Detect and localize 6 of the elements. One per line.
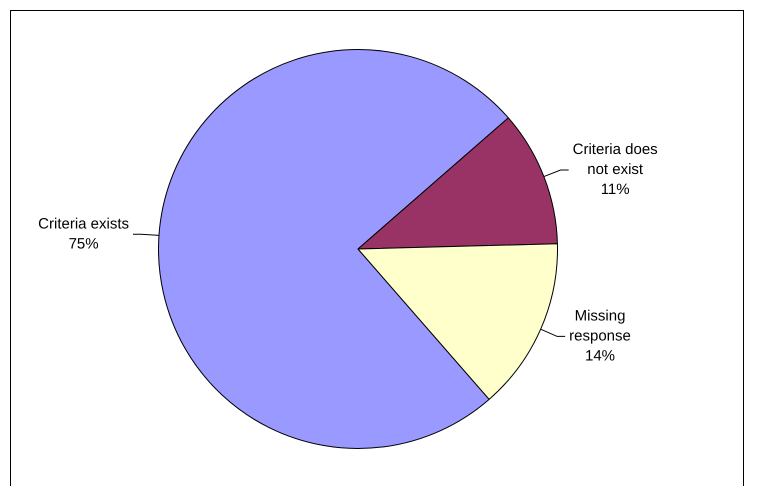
- data-label: 11%: [600, 181, 630, 198]
- data-label: 75%: [68, 235, 99, 252]
- slice-label: Missing response: [569, 308, 631, 345]
- slice-label: Criteria exists: [38, 215, 130, 232]
- data-label: 14%: [584, 348, 616, 365]
- slice-label: Criteria does not exist: [572, 141, 658, 178]
